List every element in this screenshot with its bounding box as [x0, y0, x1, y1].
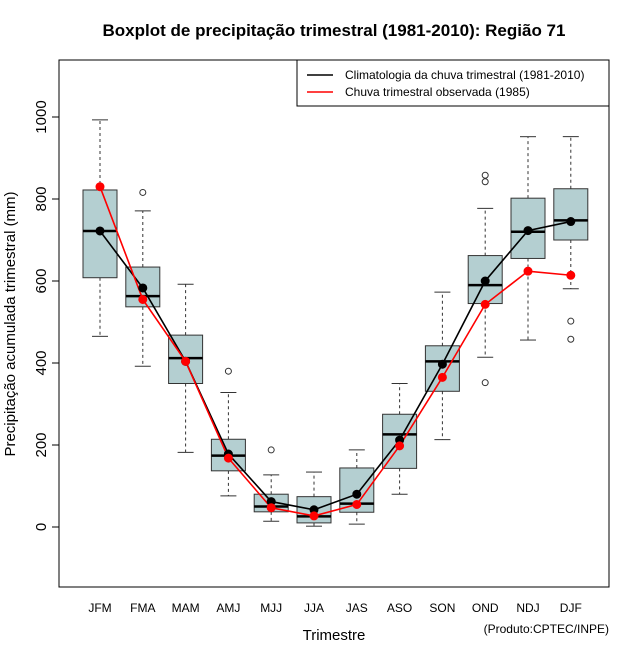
outlier-ond-2: [481, 171, 489, 179]
y-tick-label-800: 800: [33, 186, 50, 211]
product-credit: (Produto:CPTEC/INPE): [484, 622, 609, 636]
series-point-observed-mjj: [266, 503, 276, 513]
series-point-climatology-ndj: [523, 226, 533, 236]
series-point-observed-jfm: [95, 182, 105, 192]
outlier-mjj-0: [267, 446, 275, 454]
series-point-observed-son: [437, 372, 447, 382]
series-point-climatology-jas: [352, 489, 362, 499]
x-tick-label-jas: JAS: [346, 601, 368, 615]
outlier-djf-0: [567, 335, 575, 343]
series-point-climatology-djf: [566, 217, 576, 227]
series-point-observed-ond: [480, 299, 490, 309]
x-tick-label-jja: JJA: [304, 601, 324, 615]
y-tick-label-200: 200: [33, 432, 50, 457]
box-djf: [553, 188, 589, 241]
legend-label-observed: Chuva trimestral observada (1985): [345, 85, 530, 99]
x-tick-label-mjj: MJJ: [260, 601, 282, 615]
series-line-observed: [99, 186, 571, 517]
series-point-observed-aso: [395, 441, 405, 451]
series-line-climatology: [99, 220, 571, 511]
series-point-observed-jas: [352, 499, 362, 509]
series-point-climatology-son: [437, 359, 447, 369]
outlier-djf-1: [567, 317, 575, 325]
chart-title: Boxplot de precipitação trimestral (1981…: [103, 21, 566, 40]
legend-box: [296, 59, 610, 107]
x-tick-label-ndj: NDJ: [516, 601, 539, 615]
y-tick-label-600: 600: [33, 268, 50, 293]
outlier-ond-1: [481, 178, 489, 186]
x-tick-label-ond: OND: [472, 601, 499, 615]
series-point-observed-jja: [309, 511, 319, 521]
x-tick-label-fma: FMA: [130, 601, 155, 615]
x-tick-label-jfm: JFM: [88, 601, 111, 615]
legend: Climatologia da chuva trimestral (1981-2…: [296, 59, 610, 107]
x-tick-label-amj: AMJ: [216, 601, 240, 615]
x-tick-label-mam: MAM: [172, 601, 200, 615]
x-axis-label: Trimestre: [303, 627, 366, 644]
series-point-observed-djf: [566, 270, 576, 280]
outlier-amj-0: [224, 367, 232, 375]
outlier-fma-0: [139, 188, 147, 196]
x-tick-label-aso: ASO: [387, 601, 412, 615]
series-point-observed-mam: [181, 356, 191, 366]
y-tick-label-0: 0: [33, 523, 50, 531]
series-point-climatology-jfm: [95, 226, 105, 236]
series-point-climatology-ond: [480, 276, 490, 286]
series-point-observed-fma: [138, 294, 148, 304]
y-axis-label: Precipitação acumulada trimestral (mm): [2, 191, 19, 456]
series-point-observed-amj: [223, 453, 233, 463]
legend-label-climatology: Climatologia da chuva trimestral (1981-2…: [345, 68, 584, 82]
outlier-ond-0: [481, 379, 489, 387]
series-point-climatology-fma: [138, 283, 148, 293]
x-tick-label-son: SON: [429, 601, 455, 615]
y-tick-label-1000: 1000: [33, 100, 50, 133]
y-tick-label-400: 400: [33, 350, 50, 375]
series-point-observed-ndj: [523, 266, 533, 276]
plot-frame: [58, 59, 610, 588]
x-tick-label-djf: DJF: [560, 601, 582, 615]
